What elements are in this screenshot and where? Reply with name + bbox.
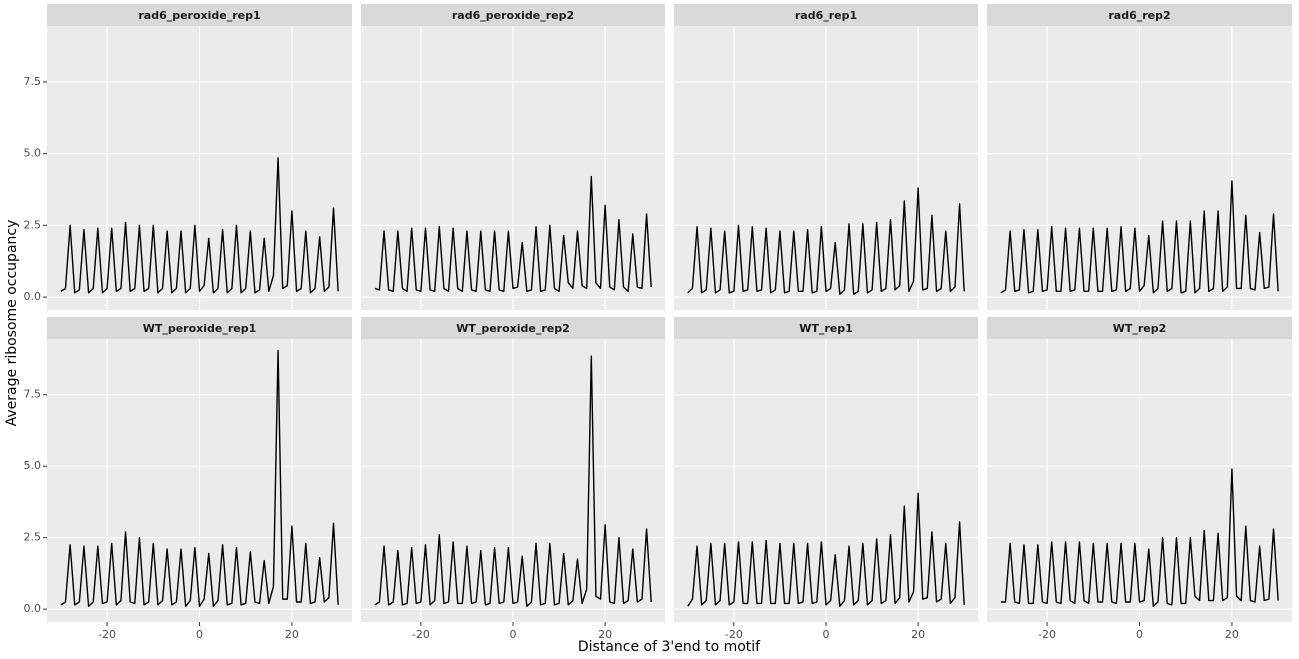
y-tick-label: 2.5 xyxy=(24,218,42,231)
y-tick-label: 0.0 xyxy=(24,290,42,303)
data-line xyxy=(1000,180,1279,294)
y-tick-label: 5.0 xyxy=(24,147,42,160)
data-line xyxy=(687,492,965,607)
y-tick-label: 5.0 xyxy=(24,459,42,472)
x-tick-label: 0 xyxy=(510,628,517,641)
strip-background xyxy=(987,317,1292,339)
x-tick-label: 0 xyxy=(823,628,830,641)
x-tick-label: 20 xyxy=(285,628,299,641)
y-tick-label: 2.5 xyxy=(24,531,42,544)
x-tick-label: -20 xyxy=(1038,628,1056,641)
y-tick-label: 0.0 xyxy=(24,602,42,615)
x-tick-label: 20 xyxy=(1225,628,1239,641)
strip-background xyxy=(361,317,665,339)
data-line xyxy=(1000,468,1279,607)
y-axis-title: Average ribosome occupancy xyxy=(4,220,20,427)
x-tick-label: 20 xyxy=(598,628,612,641)
strip-label: WT_peroxide_rep2 xyxy=(456,322,570,335)
strip-label: WT_rep1 xyxy=(799,322,853,335)
strip-label: WT_rep2 xyxy=(1113,322,1167,335)
x-tick-label: 20 xyxy=(911,628,925,641)
data-line xyxy=(687,187,965,295)
data-line xyxy=(60,349,339,607)
x-tick-label: 0 xyxy=(1136,628,1143,641)
strip-background xyxy=(361,4,665,26)
strip-label: rad6_rep1 xyxy=(795,9,857,22)
strip-label: rad6_rep2 xyxy=(1108,9,1170,22)
strip-background xyxy=(674,317,978,339)
strip-label: WT_peroxide_rep1 xyxy=(143,322,257,335)
x-tick-label: -20 xyxy=(412,628,430,641)
strip-background xyxy=(987,4,1292,26)
strip-background xyxy=(674,4,978,26)
strip-background xyxy=(47,4,352,26)
x-axis-title: Distance of 3'end to motif xyxy=(578,639,761,655)
strip-label: rad6_peroxide_rep1 xyxy=(138,9,260,22)
strip-background xyxy=(47,317,352,339)
data-line xyxy=(374,355,652,607)
x-tick-label: -20 xyxy=(725,628,743,641)
strip-label: rad6_peroxide_rep2 xyxy=(452,9,574,22)
x-tick-label: -20 xyxy=(98,628,116,641)
y-tick-label: 7.5 xyxy=(24,75,42,88)
data-line xyxy=(60,157,339,294)
y-tick-label: 7.5 xyxy=(24,388,42,401)
data-line xyxy=(374,175,652,293)
x-tick-label: 0 xyxy=(196,628,203,641)
